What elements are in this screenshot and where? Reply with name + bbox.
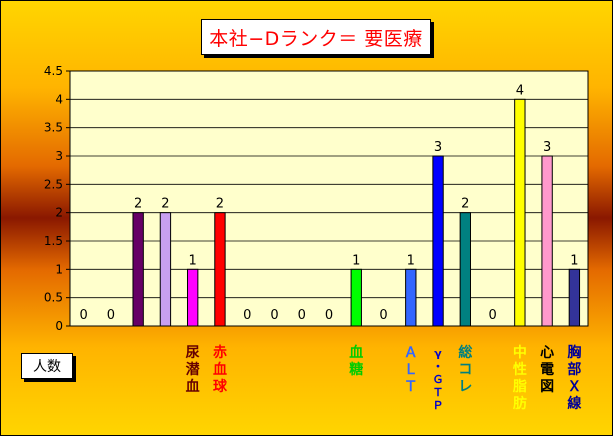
data-label: 3 (543, 140, 551, 155)
bar (514, 98, 526, 327)
bar (459, 212, 471, 327)
bar (214, 212, 226, 327)
bar (568, 268, 581, 327)
data-label: 3 (434, 140, 442, 155)
category-label: 血糖 (349, 344, 363, 378)
category-label: 尿潜血 (186, 345, 201, 395)
data-label: 0 (298, 308, 306, 323)
category-label: 中性脂肪 (512, 344, 527, 412)
category-label: γ ・ＧＴＰ (433, 347, 444, 412)
bar (541, 155, 553, 327)
category-label: 赤血球 (213, 345, 228, 395)
data-label: 0 (379, 308, 387, 323)
data-label: 0 (107, 308, 115, 323)
bar (350, 268, 362, 327)
data-label: 0 (243, 308, 251, 323)
y-tick-label: 4.5 (44, 64, 63, 78)
category-label: 総コレ (458, 344, 472, 395)
y-tick-label: 3.5 (44, 121, 63, 135)
chart-title: 本社−Dランク＝ 要医療 (201, 19, 431, 55)
data-label: 2 (161, 197, 169, 212)
bar (405, 268, 417, 327)
category-label: ＡＬＴ (404, 345, 418, 395)
y-tick-label: 2.5 (44, 177, 63, 191)
y-tick-label: 0.5 (44, 291, 63, 305)
data-label: 1 (570, 253, 578, 268)
data-label: 0 (488, 308, 496, 323)
data-label: 2 (134, 197, 142, 212)
y-tick-label: 1.5 (44, 234, 63, 248)
data-label: 0 (325, 308, 333, 323)
data-label: 1 (352, 253, 360, 268)
data-label: 0 (270, 308, 278, 323)
data-label: 4 (516, 83, 524, 98)
y-axis-label: 人数 (21, 353, 73, 379)
data-label: 2 (216, 197, 224, 212)
bar (132, 212, 144, 327)
y-tick-label: 4 (55, 92, 63, 106)
category-label: 心電図 (540, 345, 554, 395)
y-tick-label: 0 (55, 319, 63, 333)
y-tick-label: 2 (55, 206, 63, 220)
y-tick-label: 1 (55, 262, 63, 276)
bar (432, 155, 444, 327)
data-label: 1 (189, 253, 197, 268)
data-label: 2 (461, 197, 469, 212)
data-label: 0 (79, 308, 87, 323)
plot-area (69, 70, 589, 327)
bar (187, 268, 199, 327)
category-label: 胸部Ｘ線 (567, 344, 581, 412)
bar (159, 212, 172, 327)
data-label: 1 (407, 253, 415, 268)
y-tick-label: 3 (55, 149, 63, 163)
